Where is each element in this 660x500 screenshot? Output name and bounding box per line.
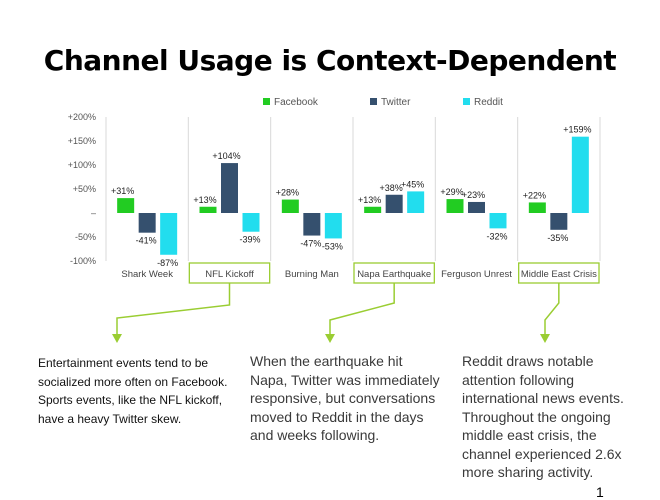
bar-facebook bbox=[281, 199, 299, 213]
y-tick-label: -50% bbox=[75, 232, 96, 242]
data-label: +29% bbox=[440, 187, 463, 197]
note-napa: When the earthquake hit Napa, Twitter wa… bbox=[250, 353, 440, 443]
category-label: Burning Man bbox=[285, 269, 339, 280]
bar-twitter bbox=[138, 213, 156, 233]
callout-line bbox=[544, 298, 560, 336]
callout-arrowhead bbox=[540, 334, 550, 343]
bar-twitter bbox=[385, 194, 403, 213]
y-tick-label: +150% bbox=[68, 136, 96, 146]
data-label: -32% bbox=[486, 231, 507, 241]
y-tick-label: +100% bbox=[68, 160, 96, 170]
data-label: +23% bbox=[462, 190, 485, 200]
bar-facebook bbox=[199, 206, 217, 213]
legend-swatch-twitter bbox=[370, 98, 377, 105]
bar-reddit bbox=[324, 213, 342, 239]
bar-facebook bbox=[117, 198, 135, 213]
data-label: -47% bbox=[300, 239, 321, 249]
data-label: +31% bbox=[111, 186, 134, 196]
legend-label: Twitter bbox=[381, 97, 411, 108]
bar-twitter bbox=[303, 213, 321, 236]
data-label: +28% bbox=[276, 188, 299, 198]
category-label: Napa Earthquake bbox=[357, 269, 431, 280]
category-label: NFL Kickoff bbox=[205, 269, 254, 280]
bar-reddit bbox=[489, 213, 507, 229]
data-label: -41% bbox=[136, 236, 157, 246]
bar-twitter bbox=[550, 213, 568, 230]
data-label: -35% bbox=[547, 233, 568, 243]
data-label: +159% bbox=[563, 125, 591, 135]
bar-facebook bbox=[364, 206, 382, 213]
bar-facebook bbox=[446, 199, 464, 213]
bar-twitter bbox=[468, 201, 485, 213]
data-label: +45% bbox=[401, 179, 424, 189]
callout-line bbox=[116, 298, 231, 336]
slide-title: Channel Usage is Context-Dependent bbox=[43, 44, 617, 77]
callout-arrowhead bbox=[112, 334, 122, 343]
data-label: -39% bbox=[239, 235, 260, 245]
y-tick-label: +50% bbox=[73, 184, 96, 194]
legend-swatch-facebook bbox=[263, 98, 270, 105]
callout-arrowhead bbox=[325, 334, 335, 343]
data-label: -87% bbox=[157, 258, 178, 268]
data-label: +104% bbox=[212, 151, 240, 161]
bar-reddit bbox=[407, 191, 425, 213]
y-tick-label: – bbox=[91, 208, 96, 218]
category-label: Shark Week bbox=[121, 269, 173, 280]
data-label: -53% bbox=[322, 241, 343, 251]
category-label: Middle East Crisis bbox=[521, 269, 597, 280]
data-label: +13% bbox=[193, 195, 216, 205]
category-label: Ferguson Unrest bbox=[441, 269, 512, 280]
legend-label: Reddit bbox=[474, 97, 503, 108]
callout-line bbox=[329, 298, 395, 336]
y-tick-label: +200% bbox=[68, 112, 96, 122]
y-tick-label: -100% bbox=[70, 256, 96, 266]
page-number: 1 bbox=[596, 484, 604, 500]
note-middle-east: Reddit draws notable attention following… bbox=[462, 353, 624, 480]
data-label: +38% bbox=[380, 183, 403, 193]
bar-reddit bbox=[242, 213, 260, 232]
bar-reddit bbox=[571, 136, 589, 213]
bar-facebook bbox=[528, 202, 546, 213]
data-label: +22% bbox=[523, 190, 546, 200]
bar-reddit bbox=[160, 213, 178, 255]
legend-label: Facebook bbox=[274, 97, 319, 108]
data-label: +13% bbox=[358, 195, 381, 205]
bar-twitter bbox=[221, 163, 238, 213]
legend-swatch-reddit bbox=[463, 98, 470, 105]
note-entertainment: Entertainment events tend to be socializ… bbox=[38, 356, 228, 426]
